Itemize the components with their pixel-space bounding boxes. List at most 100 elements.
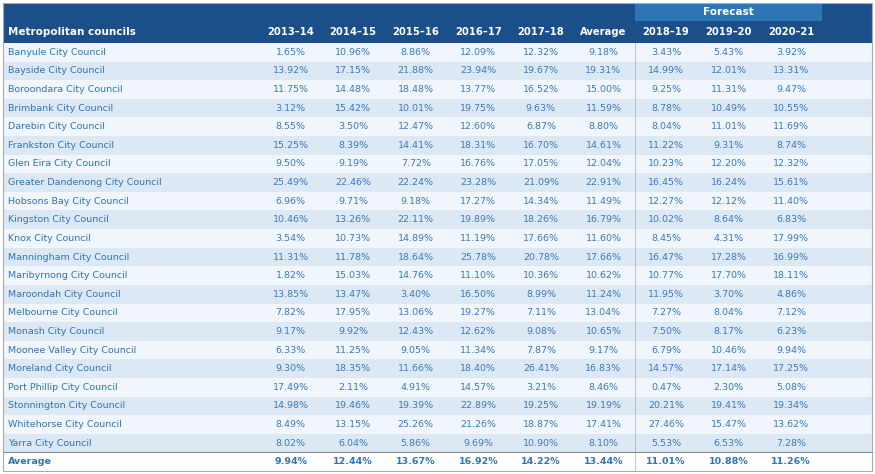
Bar [3, 434, 872, 452]
Text: 19.41%: 19.41% [710, 401, 746, 410]
Text: 11.01%: 11.01% [647, 457, 686, 466]
Text: 15.42%: 15.42% [335, 104, 371, 113]
Bar [3, 248, 872, 266]
Text: 6.33%: 6.33% [276, 346, 305, 355]
Bar [3, 118, 872, 136]
Text: Manningham City Council: Manningham City Council [8, 253, 129, 262]
Text: 18.31%: 18.31% [460, 141, 496, 150]
Text: 21.26%: 21.26% [460, 420, 496, 429]
Text: Bayside City Council: Bayside City Council [8, 66, 105, 75]
Text: 16.52%: 16.52% [523, 85, 559, 94]
Text: 22.46%: 22.46% [335, 178, 371, 187]
Bar [3, 99, 872, 118]
Text: 10.49%: 10.49% [710, 104, 746, 113]
Text: 13.44%: 13.44% [584, 457, 623, 466]
Text: Maroondah City Council: Maroondah City Council [8, 290, 121, 299]
Text: 9.71%: 9.71% [339, 197, 368, 206]
Text: 8.86%: 8.86% [401, 48, 430, 57]
Text: 21.88%: 21.88% [398, 66, 434, 75]
Text: 8.74%: 8.74% [776, 141, 806, 150]
Text: 22.91%: 22.91% [585, 178, 621, 187]
Text: 22.24%: 22.24% [398, 178, 434, 187]
Text: 14.98%: 14.98% [273, 401, 309, 410]
Text: 12.60%: 12.60% [460, 122, 496, 131]
Text: Brimbank City Council: Brimbank City Council [8, 104, 113, 113]
Text: 1.82%: 1.82% [276, 271, 305, 280]
Text: 19.25%: 19.25% [523, 401, 559, 410]
Bar [3, 62, 872, 80]
Text: 11.24%: 11.24% [585, 290, 621, 299]
Text: Moonee Valley City Council: Moonee Valley City Council [8, 346, 136, 355]
Text: 2019–20: 2019–20 [705, 27, 752, 37]
Bar [3, 80, 872, 99]
Text: 2.11%: 2.11% [339, 383, 368, 392]
Text: 18.11%: 18.11% [774, 271, 809, 280]
Text: 7.87%: 7.87% [526, 346, 556, 355]
Text: 9.69%: 9.69% [464, 438, 493, 447]
Text: 7.50%: 7.50% [651, 327, 681, 336]
Text: 10.46%: 10.46% [710, 346, 746, 355]
Text: 10.62%: 10.62% [585, 271, 621, 280]
Text: 14.41%: 14.41% [398, 141, 434, 150]
Text: 11.49%: 11.49% [585, 197, 621, 206]
Text: 16.50%: 16.50% [460, 290, 496, 299]
Text: 12.32%: 12.32% [774, 159, 809, 168]
Text: 8.04%: 8.04% [714, 308, 744, 317]
Bar [3, 341, 872, 359]
Text: 8.49%: 8.49% [276, 420, 305, 429]
Text: 25.49%: 25.49% [273, 178, 309, 187]
Text: 18.35%: 18.35% [335, 364, 371, 373]
Text: 3.43%: 3.43% [651, 48, 681, 57]
Text: 14.22%: 14.22% [522, 457, 561, 466]
Text: 3.70%: 3.70% [713, 290, 744, 299]
Text: 7.27%: 7.27% [651, 308, 681, 317]
Text: 19.89%: 19.89% [460, 215, 496, 224]
Text: 12.12%: 12.12% [710, 197, 746, 206]
Text: 13.92%: 13.92% [273, 66, 309, 75]
Text: 10.77%: 10.77% [648, 271, 684, 280]
Text: 25.26%: 25.26% [398, 420, 434, 429]
Bar [3, 210, 872, 229]
Text: 25.78%: 25.78% [460, 253, 496, 262]
Text: 13.06%: 13.06% [398, 308, 434, 317]
Text: 4.31%: 4.31% [713, 234, 744, 243]
Text: 3.54%: 3.54% [276, 234, 305, 243]
Text: 15.03%: 15.03% [335, 271, 371, 280]
Text: 17.14%: 17.14% [710, 364, 746, 373]
Text: 8.64%: 8.64% [714, 215, 744, 224]
Bar [3, 359, 872, 378]
Text: 8.17%: 8.17% [714, 327, 744, 336]
Text: 6.87%: 6.87% [526, 122, 556, 131]
Text: 2.30%: 2.30% [713, 383, 744, 392]
Text: 17.66%: 17.66% [523, 234, 559, 243]
Bar [3, 415, 872, 434]
Text: 12.44%: 12.44% [333, 457, 373, 466]
Text: 10.55%: 10.55% [774, 104, 809, 113]
Text: 8.39%: 8.39% [338, 141, 368, 150]
Text: 15.00%: 15.00% [585, 85, 621, 94]
Text: 14.76%: 14.76% [398, 271, 434, 280]
Text: 5.43%: 5.43% [713, 48, 744, 57]
Text: Yarra City Council: Yarra City Council [8, 438, 92, 447]
Text: 14.89%: 14.89% [398, 234, 434, 243]
Text: 10.90%: 10.90% [523, 438, 559, 447]
Text: Moreland City Council: Moreland City Council [8, 364, 111, 373]
Text: 13.67%: 13.67% [396, 457, 436, 466]
Text: 9.92%: 9.92% [339, 327, 368, 336]
Text: 11.22%: 11.22% [648, 141, 684, 150]
Text: 9.50%: 9.50% [276, 159, 305, 168]
Text: 14.61%: 14.61% [585, 141, 621, 150]
Text: 18.64%: 18.64% [398, 253, 434, 262]
Text: 9.17%: 9.17% [276, 327, 305, 336]
Text: 6.83%: 6.83% [776, 215, 806, 224]
Bar [3, 173, 872, 192]
Text: 19.39%: 19.39% [398, 401, 434, 410]
Text: 19.27%: 19.27% [460, 308, 496, 317]
Text: 0.47%: 0.47% [651, 383, 681, 392]
Text: 4.91%: 4.91% [401, 383, 430, 392]
Bar [3, 285, 872, 303]
Text: 14.48%: 14.48% [335, 85, 371, 94]
Bar [634, 3, 822, 21]
Text: 13.77%: 13.77% [460, 85, 496, 94]
Text: 12.01%: 12.01% [710, 66, 746, 75]
